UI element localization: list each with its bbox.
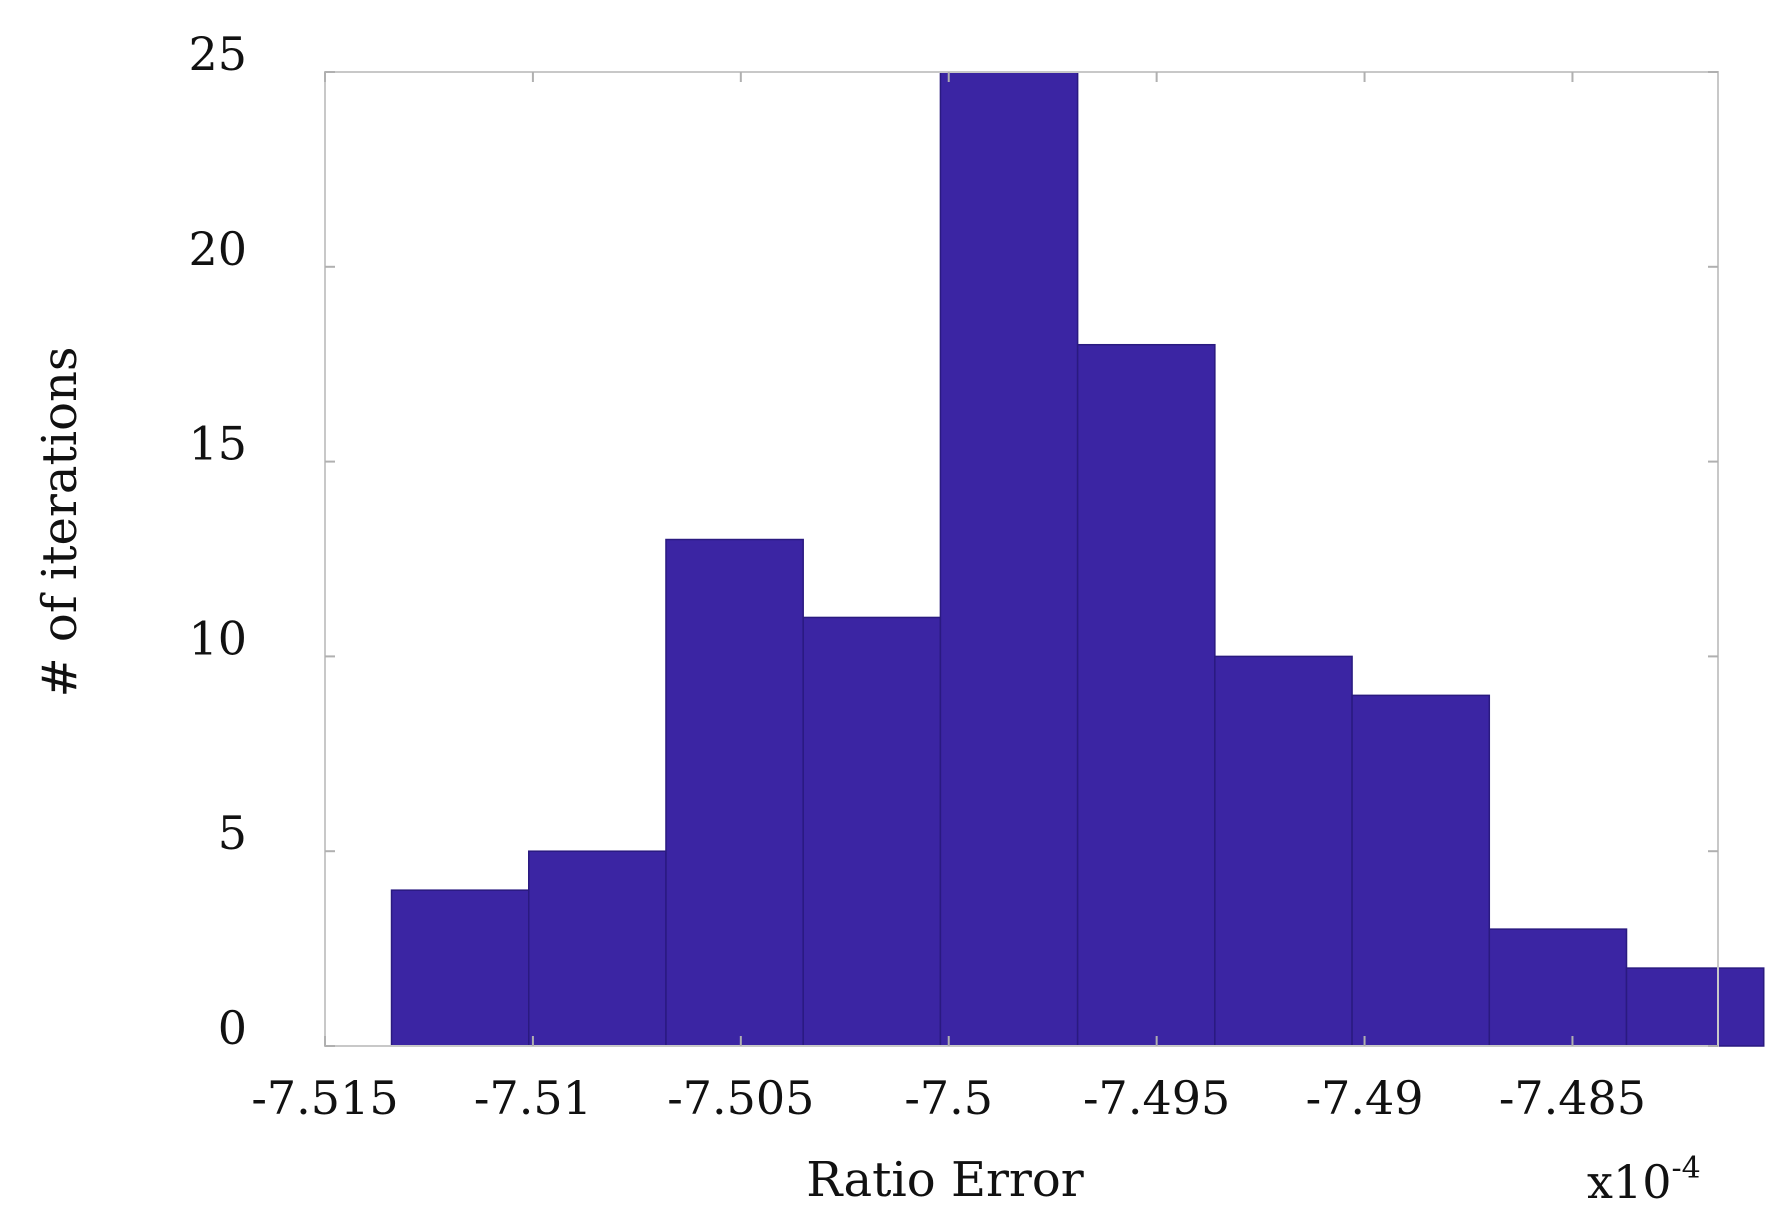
histogram-bar — [1214, 655, 1353, 1047]
x-tick-label: -7.505 — [667, 1071, 814, 1125]
bars-group — [390, 71, 1765, 1047]
x-axis-title: Ratio Error — [806, 1152, 1083, 1208]
histogram-bar — [1351, 694, 1491, 1047]
y-tick-label: 10 — [188, 611, 247, 665]
x-tick-label: -7.515 — [251, 1071, 398, 1125]
y-axis-title: # of iterations — [32, 346, 88, 697]
x-tick-label: -7.485 — [1499, 1071, 1646, 1125]
x-tick-label: -7.49 — [1306, 1071, 1424, 1125]
histogram-bar — [802, 616, 942, 1047]
y-tick-label: 20 — [188, 222, 247, 276]
y-tick-label: 0 — [218, 1001, 247, 1055]
x-tick-label: -7.51 — [474, 1071, 592, 1125]
histogram-bar — [1625, 967, 1765, 1047]
plot-frame — [324, 71, 1719, 1047]
x-exponent-power: -4 — [1671, 1151, 1700, 1186]
histogram-bar — [665, 538, 804, 1047]
histogram-bar — [1076, 343, 1216, 1047]
histogram-bar — [390, 889, 530, 1047]
tick-labels-group: -7.515 -7.51 -7.505 -7.5 -7.495 -7.49 -7.485 0 5… — [188, 27, 1646, 1125]
axes-group — [324, 71, 1719, 1047]
histogram-bar — [1488, 928, 1628, 1047]
x-tick-label: -7.495 — [1083, 1071, 1230, 1125]
y-tick-label: 15 — [188, 417, 247, 471]
histogram-bar — [939, 71, 1079, 1047]
histogram-bar — [528, 850, 667, 1047]
y-tick-label: 5 — [218, 806, 247, 860]
y-tick-label: 25 — [188, 27, 247, 81]
x-exponent-base: x10 — [1587, 1155, 1671, 1209]
x-exponent-label: x10-4 — [1587, 1151, 1701, 1209]
x-tick-label: -7.5 — [904, 1071, 993, 1125]
